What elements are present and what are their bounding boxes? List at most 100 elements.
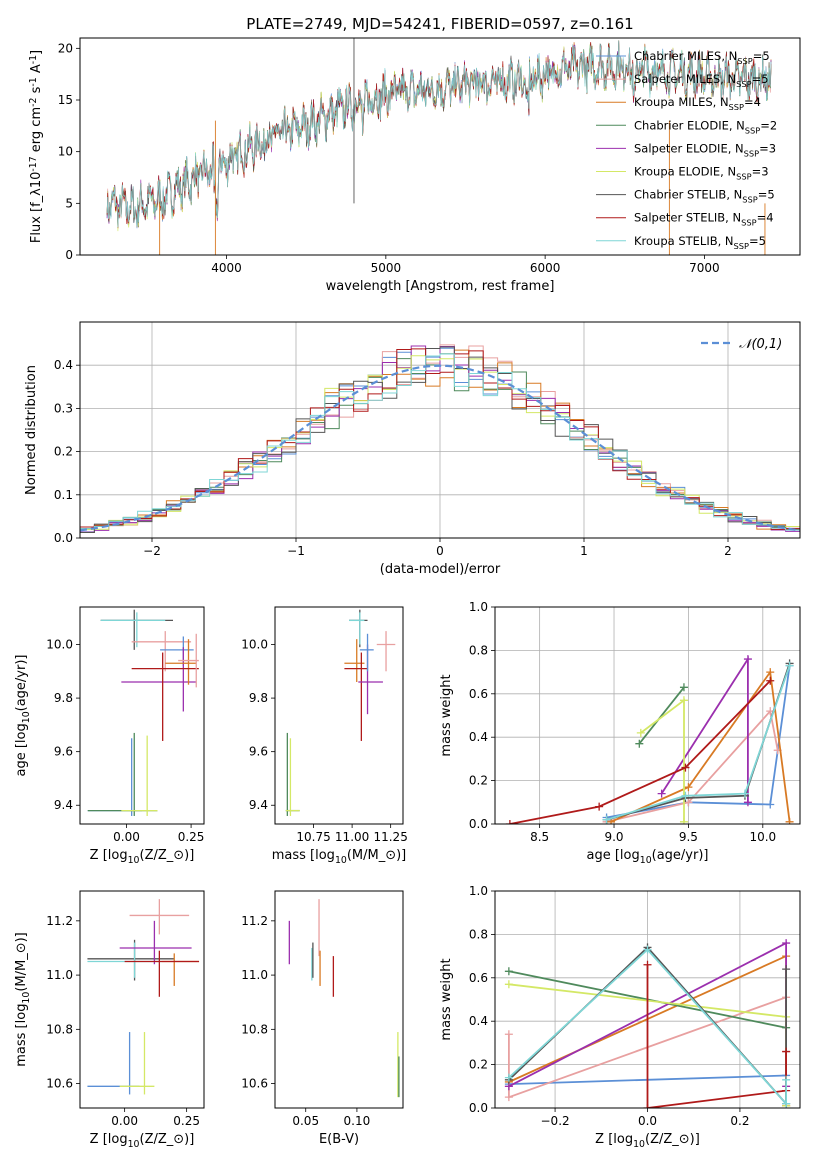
x-tick-label: 0	[436, 544, 444, 558]
x-tick-label: 11.25	[373, 830, 407, 844]
y-tick-label: 0.2	[469, 774, 488, 788]
axes-frame	[79, 37, 801, 256]
plot-mass_vs_ebv: 0.05 0.10 10.6 10.8 11.0 11.2 E(B-V)	[241, 890, 404, 1147]
errorbar-salpeter-elodie	[119, 920, 192, 965]
y-tick-label: 10	[58, 145, 73, 159]
weight-line-salpeter-stelib	[646, 964, 787, 1108]
y-tick-label: 0.8	[469, 927, 488, 941]
y-tick-label: 0.4	[469, 1014, 488, 1028]
y-tick-label: 1.0	[469, 884, 488, 898]
y-tick-label: 11.2	[241, 914, 268, 928]
plot-weight_vs_age: 8.5 9.0 9.5 10.0 0.0 0.2 0.4 0.6 0.8 1.0 age [log1…	[439, 600, 801, 866]
errorbar-chabrier-miles	[87, 1032, 140, 1095]
x-tick-label: 0.2	[730, 1114, 749, 1128]
y-tick-label: 0	[65, 248, 73, 262]
legend-entry: Kroupa STELIB, NSSP=5	[634, 234, 766, 251]
y-axis-label: Normed distribution	[24, 365, 39, 495]
weight-line-kroupa-miles	[610, 669, 791, 823]
y-tick-label: 10.6	[46, 1077, 73, 1091]
x-tick-label: 0.0	[638, 1114, 657, 1128]
plot-area	[285, 609, 396, 816]
spectrum-line-kroupa-stelib-n-ssp-5	[106, 40, 772, 228]
plot-weight_vs_Z: −0.2 0.0 0.2 0.0 0.2 0.4 0.6 0.8 1.0 Z [log10(Z/Z…	[439, 884, 801, 1150]
plot-area	[80, 322, 800, 538]
histogram-kroupa-elodie	[80, 355, 800, 536]
axes-frame	[274, 606, 404, 825]
weight-marker	[504, 980, 513, 989]
weight-marker	[643, 1104, 652, 1108]
y-tick-label: 0.4	[469, 730, 488, 744]
weight-marker	[782, 939, 791, 948]
weight-marker	[743, 798, 752, 807]
y-tick-label: 0.2	[469, 1058, 488, 1072]
y-tick-label: 10.8	[46, 1022, 73, 1036]
weight-line-salpeter-stelib	[509, 680, 771, 824]
x-tick-label: 10.0	[749, 830, 776, 844]
weight-marker	[636, 728, 645, 737]
weight-line-chabrier-miles	[606, 665, 791, 819]
x-axis-label: mass [log10(M/M_⊙)]	[272, 848, 407, 866]
y-tick-label: 15	[58, 93, 73, 107]
weight-marker	[602, 815, 611, 824]
x-tick-label: 0.25	[178, 830, 205, 844]
x-tick-label: 9.0	[604, 830, 623, 844]
weight-marker	[740, 789, 749, 798]
y-tick-label: 11.2	[46, 914, 73, 928]
y-tick-label: 9.8	[249, 691, 268, 705]
y-tick-label: 0.6	[469, 687, 488, 701]
weight-line-salpeter-miles	[606, 709, 779, 823]
x-tick-label: 11.00	[335, 830, 369, 844]
y-tick-label: 0.8	[469, 643, 488, 657]
y-tick-label: 10.0	[46, 638, 73, 652]
x-tick-label: 1	[580, 544, 588, 558]
x-axis-label: E(B-V)	[319, 1132, 359, 1147]
weight-marker	[505, 820, 514, 824]
errorbar-chabrier-miles	[359, 633, 374, 672]
axes-frame	[274, 890, 404, 1109]
errorbar-kroupa-elodie	[121, 735, 158, 816]
errorbar-salpeter-stelib	[124, 950, 200, 997]
weight-marker	[766, 800, 775, 809]
y-tick-label: 0.0	[54, 531, 73, 545]
legend-entry: Chabrier MILES, NSSP=5	[634, 49, 770, 66]
y-tick-label: 1.0	[469, 600, 488, 614]
x-tick-label: 5000	[371, 261, 402, 275]
y-tick-label: 0.2	[54, 445, 73, 459]
x-tick-label: 0.00	[113, 830, 140, 844]
legend-entry: Salpeter MILES, NSSP=5	[634, 72, 769, 89]
axes-frame	[79, 890, 205, 1109]
errorbar-chabrier-stelib	[87, 939, 175, 981]
errorbar-salpeter-miles	[131, 631, 192, 672]
x-tick-label: 2	[724, 544, 732, 558]
x-tick-label: 8.5	[530, 830, 549, 844]
errorbar-salpeter-elodie	[121, 647, 197, 712]
y-tick-label: 20	[58, 41, 73, 55]
plot-spectrum: 4000 5000 6000 7000 0 5 10 15 20 wavelength [Angs…	[28, 37, 801, 294]
y-axis-label: mass weight	[439, 958, 454, 1040]
x-tick-label: −2	[143, 544, 161, 558]
weight-marker	[643, 960, 652, 969]
x-tick-label: 6000	[530, 261, 561, 275]
y-tick-label: 0.6	[469, 971, 488, 985]
y-axis-label: Flux [f_λ10-17 erg cm-2 s-1 A-1]	[28, 50, 44, 243]
y-tick-label: 0.0	[469, 1101, 488, 1115]
y-axis-label: mass weight	[439, 674, 454, 756]
weight-marker	[782, 1047, 791, 1056]
weight-marker	[679, 817, 688, 824]
weight-line-chabrier-stelib	[606, 663, 791, 821]
x-tick-label: 4000	[211, 261, 242, 275]
weight-line-chabrier-elodie	[638, 686, 685, 745]
y-tick-label: 10.0	[241, 638, 268, 652]
weight-marker	[782, 1099, 791, 1108]
errorbar-kroupa-elodie	[285, 738, 300, 816]
legend: Chabrier MILES, NSSP=5 Salpeter MILES, NS…	[596, 49, 777, 251]
weight-marker	[766, 668, 775, 677]
errorbar-salpeter-miles	[178, 633, 199, 688]
normal-curve	[80, 364, 800, 532]
y-tick-label: 10.8	[241, 1022, 268, 1036]
x-axis-label: Z [log10(Z/Z_⊙)]	[90, 848, 195, 866]
x-axis-label: age [log10(age/yr)]	[587, 848, 709, 866]
plot-area	[495, 891, 800, 1108]
legend-entry-normal: 𝒩(0,1)	[739, 337, 782, 352]
y-tick-label: 0.0	[469, 817, 488, 831]
